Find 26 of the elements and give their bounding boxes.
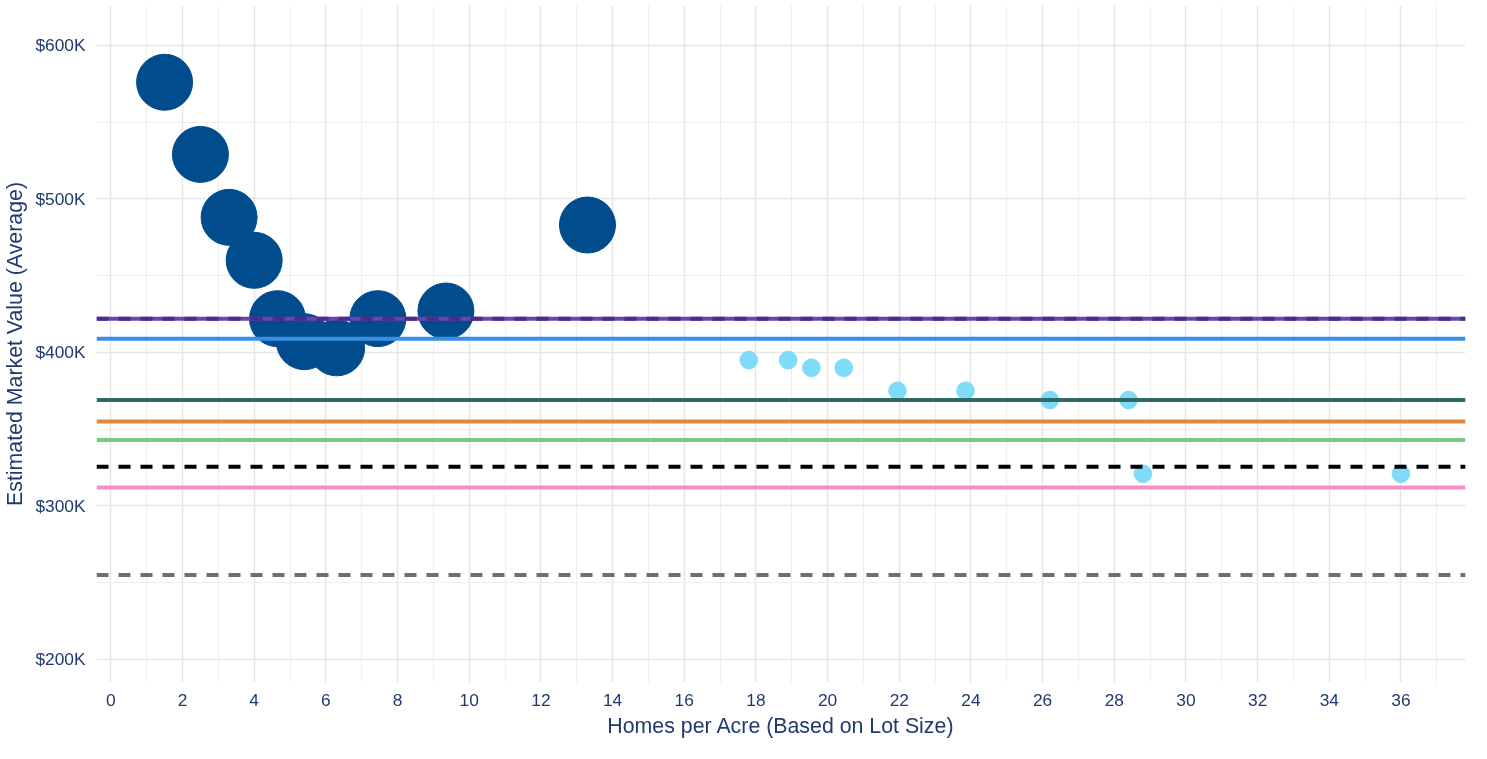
y-tick-label: $200K bbox=[35, 649, 86, 670]
y-axis-title: Estimated Market Value (Average) bbox=[3, 181, 28, 507]
x-tick-label: 2 bbox=[177, 689, 188, 710]
x-tick-label: 32 bbox=[1248, 689, 1268, 710]
x-tick-label: 16 bbox=[674, 689, 694, 710]
y-tick-label: $400K bbox=[35, 342, 86, 363]
y-tick-label: $300K bbox=[35, 495, 86, 516]
y-tick-label: $500K bbox=[35, 188, 86, 209]
x-tick-label: 4 bbox=[249, 689, 260, 710]
x-axis-title: Homes per Acre (Based on Lot Size) bbox=[607, 713, 954, 738]
x-tick-label: 20 bbox=[817, 689, 838, 710]
x-tick-label: 12 bbox=[531, 689, 551, 710]
x-tick-label: 26 bbox=[1032, 689, 1053, 710]
x-tick-label: 30 bbox=[1176, 689, 1196, 710]
x-tick-label: 14 bbox=[602, 689, 623, 710]
x-tick-label: 10 bbox=[459, 689, 479, 710]
x-tick-label: 0 bbox=[106, 689, 116, 710]
x-tick-label: 24 bbox=[961, 689, 981, 710]
x-tick-label: 22 bbox=[889, 689, 909, 710]
x-tick-label: 28 bbox=[1104, 689, 1124, 710]
x-tick-label: 34 bbox=[1319, 689, 1340, 710]
y-tick-label: $600K bbox=[35, 35, 86, 56]
x-tick-label: 6 bbox=[321, 689, 331, 710]
x-tick-label: 8 bbox=[392, 689, 403, 710]
x-tick-label: 18 bbox=[746, 689, 766, 710]
x-tick-label: 36 bbox=[1391, 689, 1411, 710]
